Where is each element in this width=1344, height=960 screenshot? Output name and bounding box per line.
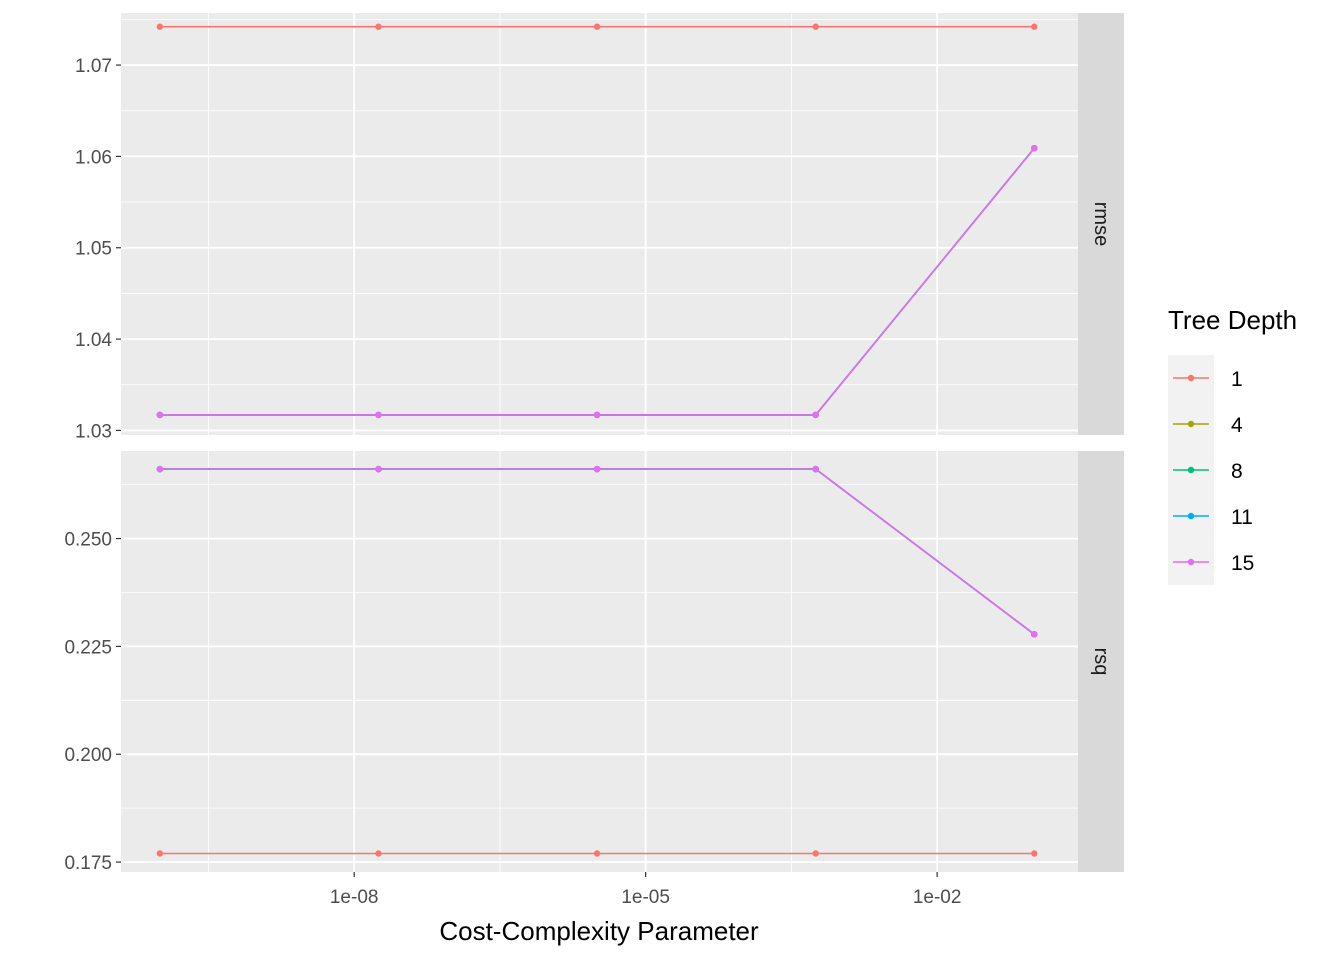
y-tick-label: 1.07 xyxy=(75,56,112,77)
legend-label: 11 xyxy=(1231,506,1253,529)
legend-title: Tree Depth xyxy=(1168,305,1297,335)
legend-item-11: 11 xyxy=(1173,506,1253,529)
data-point xyxy=(1031,631,1038,638)
data-point xyxy=(593,465,601,473)
data-point xyxy=(812,850,819,857)
x-tick-label: 1e-02 xyxy=(913,887,962,908)
y-tick-label: 0.200 xyxy=(64,745,112,766)
panel-background xyxy=(121,13,1078,435)
data-point xyxy=(156,411,164,419)
legend-item-1: 1 xyxy=(1173,368,1243,391)
panel-background xyxy=(121,451,1078,872)
legend-key-point xyxy=(1187,420,1195,428)
legend-label: 4 xyxy=(1231,414,1243,437)
legend-label: 15 xyxy=(1231,552,1254,575)
data-point xyxy=(156,465,164,473)
data-point xyxy=(375,465,382,473)
data-point xyxy=(375,850,382,857)
series-1 xyxy=(156,850,1038,857)
data-point xyxy=(375,23,382,30)
x-axis-title: Cost-Complexity Parameter xyxy=(439,916,759,946)
legend-key-point xyxy=(1187,558,1195,566)
facet-strip xyxy=(1078,13,1124,435)
data-point xyxy=(1031,23,1038,30)
data-point xyxy=(1031,850,1038,857)
data-point xyxy=(812,23,819,30)
legend-item-15: 15 xyxy=(1173,552,1254,575)
data-point xyxy=(1031,144,1038,152)
y-tick-label: 1.06 xyxy=(75,147,112,168)
series-15 xyxy=(156,465,1038,638)
legend-key-point xyxy=(1187,374,1195,382)
series-1 xyxy=(156,23,1038,30)
legend-label: 1 xyxy=(1231,368,1243,391)
data-point xyxy=(812,411,819,419)
legend-label: 8 xyxy=(1231,460,1243,483)
legend-item-8: 8 xyxy=(1173,460,1243,483)
data-point xyxy=(375,411,382,419)
y-tick-label: 1.05 xyxy=(75,239,112,260)
y-tick-label: 0.225 xyxy=(64,637,112,658)
y-tick-label: 1.04 xyxy=(75,330,112,351)
series-15 xyxy=(156,144,1038,419)
y-tick-label: 0.250 xyxy=(64,530,112,551)
data-point xyxy=(812,465,819,473)
y-tick-label: 0.175 xyxy=(64,853,112,874)
panel-rmse: 1.03 1.04 1.05 1.06 1.07 rmse xyxy=(75,13,1124,442)
y-tick-label: 1.03 xyxy=(75,421,112,442)
data-point xyxy=(593,23,601,30)
legend-key-point xyxy=(1187,512,1195,520)
data-point xyxy=(156,850,164,857)
data-point xyxy=(593,411,601,419)
legend-key-point xyxy=(1187,466,1195,474)
legend: Tree Depth 1 4 8 11 15 xyxy=(1168,305,1297,585)
facet-strip xyxy=(1078,451,1124,872)
x-tick-label: 1e-05 xyxy=(621,887,670,908)
facet-strip-label: rsq xyxy=(1090,648,1112,676)
legend-item-4: 4 xyxy=(1173,414,1243,437)
x-tick-label: 1e-08 xyxy=(330,887,379,908)
data-point xyxy=(593,850,601,857)
facet-strip-label: rmse xyxy=(1090,202,1112,246)
panel-rsq: 0.175 0.200 0.225 0.250 rsq 1e-08 1e-05 1e-02 xyxy=(64,451,1124,908)
data-point xyxy=(156,23,164,30)
